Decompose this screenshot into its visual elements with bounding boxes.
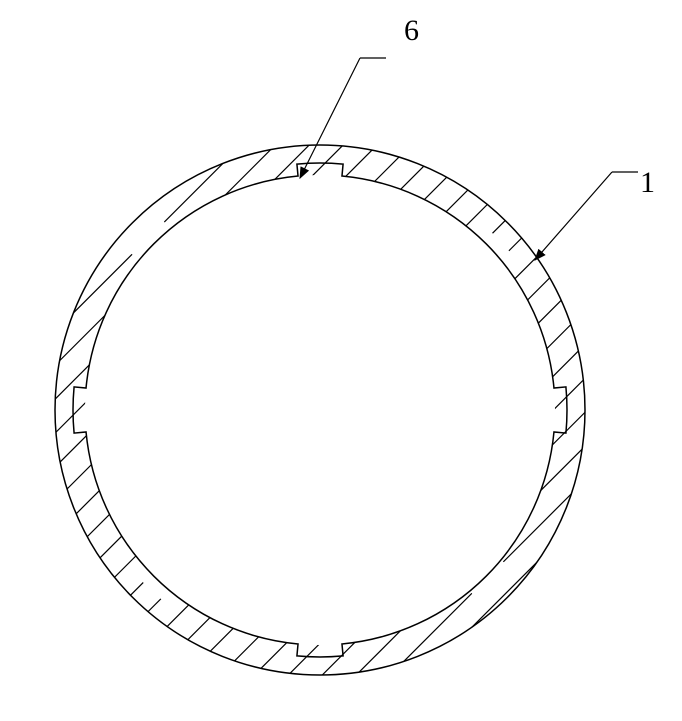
callout-label-6: 6 bbox=[404, 14, 419, 47]
callout-label-1: 1 bbox=[640, 166, 655, 199]
callouts: 61 bbox=[300, 14, 655, 260]
callout-1: 1 bbox=[535, 166, 655, 260]
callout-6: 6 bbox=[300, 14, 419, 178]
inner-ring-with-notches bbox=[73, 163, 567, 657]
diagram-svg: 61 bbox=[0, 0, 682, 721]
cross-section-diagram: 61 bbox=[0, 0, 682, 721]
outer-ring-boundary bbox=[55, 145, 585, 675]
